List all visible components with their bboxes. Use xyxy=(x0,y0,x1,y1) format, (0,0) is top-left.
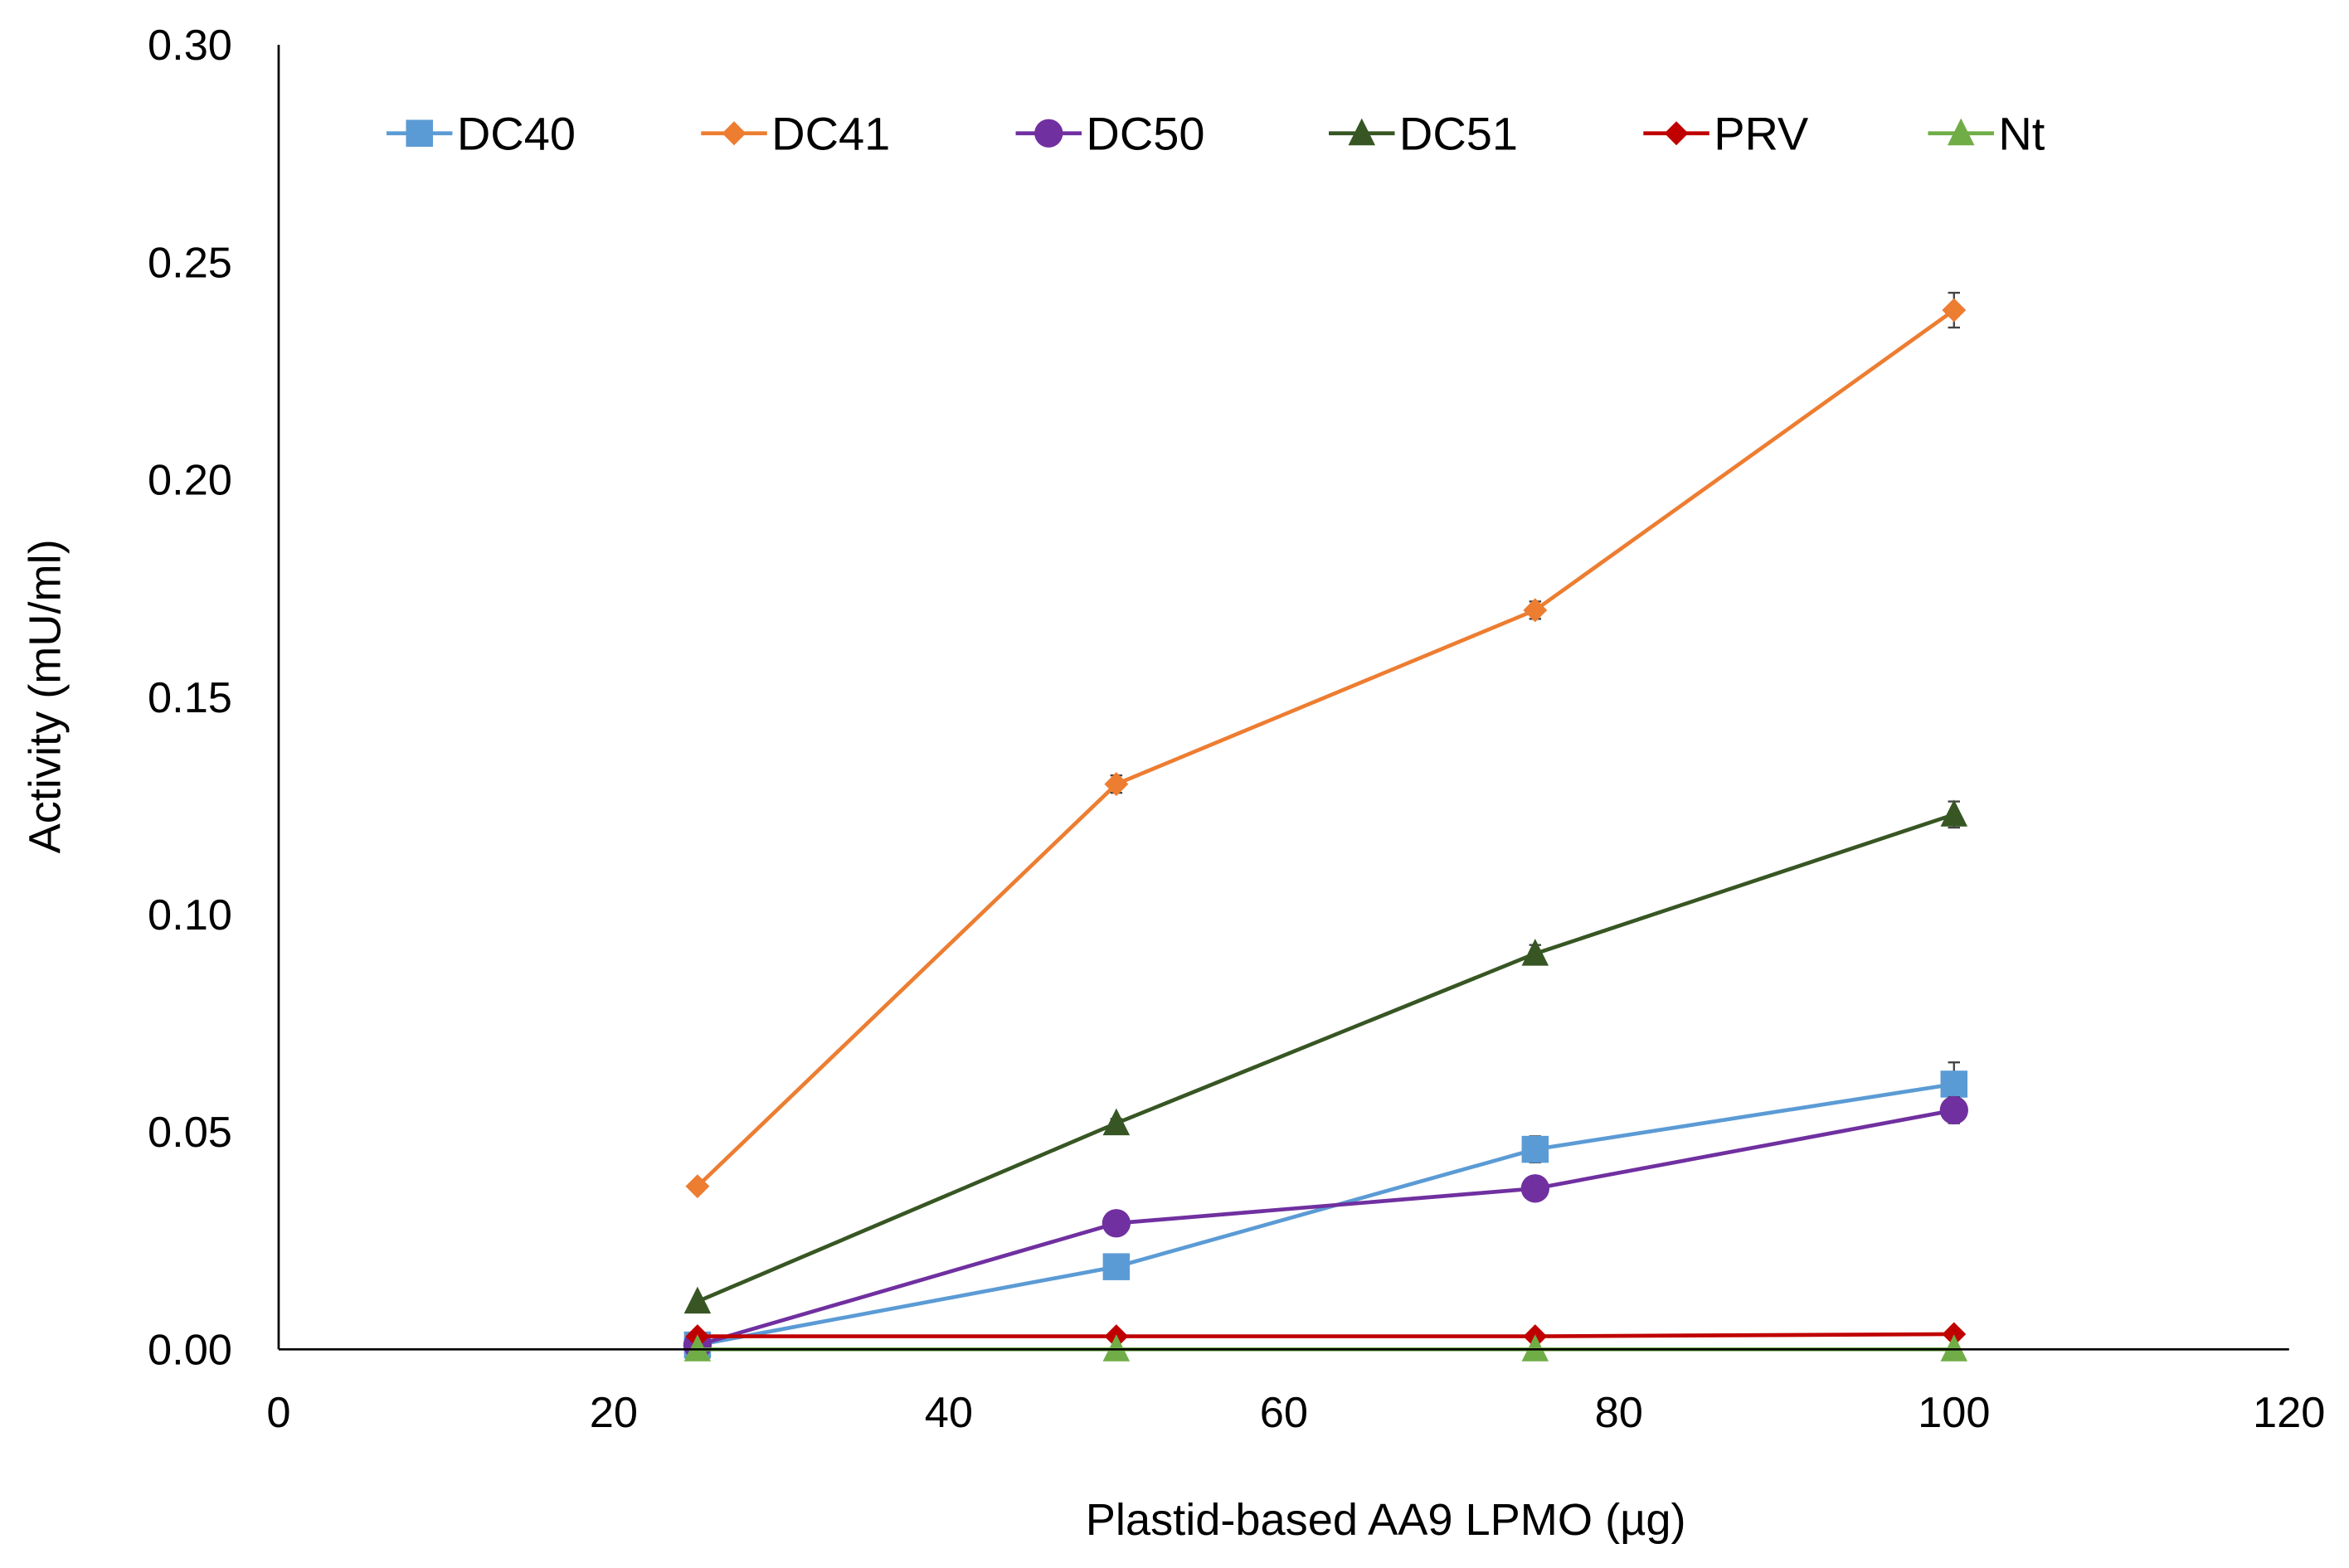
series-prv xyxy=(685,1322,1967,1349)
series-layer xyxy=(683,291,1968,1362)
legend-label: DC40 xyxy=(457,108,576,160)
data-point xyxy=(1940,799,1968,827)
legend-item-dc41: DC41 xyxy=(701,108,890,160)
y-tick-label: 0.25 xyxy=(148,239,232,287)
series-line xyxy=(697,1082,1955,1347)
data-point xyxy=(1521,939,1549,966)
y-tick-label: 0.05 xyxy=(148,1109,232,1157)
y-tick-label: 0.15 xyxy=(148,674,232,722)
y-axis-label: Activity (mU/ml) xyxy=(20,539,70,853)
data-point xyxy=(683,1286,712,1314)
data-point xyxy=(1940,1334,1968,1362)
y-tick-label: 0.30 xyxy=(148,22,232,70)
series-line xyxy=(696,813,1955,1303)
data-point xyxy=(1521,1334,1549,1362)
legend-marker xyxy=(1348,118,1376,146)
legend-label: DC50 xyxy=(1086,108,1204,160)
legend-item-prv: PRV xyxy=(1643,108,1809,160)
legend-marker xyxy=(1664,121,1689,146)
x-tick-label: 60 xyxy=(1260,1389,1308,1437)
data-point xyxy=(1102,1253,1131,1280)
data-point xyxy=(1104,772,1129,797)
x-tick-label: 80 xyxy=(1595,1389,1643,1437)
legend-label: PRV xyxy=(1714,108,1809,160)
series-line xyxy=(697,1108,1955,1347)
data-point xyxy=(1520,1174,1549,1203)
data-point xyxy=(1102,1334,1131,1362)
legend: DC40 DC41 DC50 DC51 PRV Nt xyxy=(386,108,2045,160)
y-tick-labels: 0.00 0.05 0.10 0.15 0.20 0.25 0.30 xyxy=(148,22,232,1374)
y-tick-label: 0.00 xyxy=(148,1326,232,1374)
data-point xyxy=(683,1334,712,1362)
legend-marker xyxy=(1034,119,1063,148)
y-tick-label: 0.10 xyxy=(148,891,232,939)
legend-item-dc51: DC51 xyxy=(1329,108,1518,160)
series-dc51 xyxy=(683,799,1968,1314)
legend-marker xyxy=(406,119,433,147)
x-tick-label: 0 xyxy=(266,1389,290,1437)
data-point xyxy=(1102,1108,1131,1136)
legend-label: DC51 xyxy=(1399,108,1518,160)
data-point xyxy=(1102,1209,1131,1238)
data-point xyxy=(685,1174,710,1199)
series-line xyxy=(697,1332,1954,1338)
x-tick-label: 40 xyxy=(925,1389,973,1437)
series-nt xyxy=(683,1334,1968,1362)
series-dc40 xyxy=(683,1061,1968,1359)
x-axis-label: Plastid-based AA9 LPMO (µg) xyxy=(1086,1495,1686,1545)
legend-marker xyxy=(1947,118,1975,146)
legend-item-dc40: DC40 xyxy=(386,108,576,160)
series-line xyxy=(696,308,1956,1188)
data-point xyxy=(1521,1135,1549,1163)
x-tick-labels: 0 20 40 60 80 100 120 xyxy=(266,1389,2325,1437)
legend-item-nt: Nt xyxy=(1928,108,2045,160)
data-point xyxy=(1939,1095,1968,1125)
x-tick-label: 100 xyxy=(1918,1389,1990,1437)
legend-label: DC41 xyxy=(771,108,890,160)
x-tick-label: 120 xyxy=(2253,1389,2325,1437)
legend-label: Nt xyxy=(1998,108,2045,160)
x-tick-label: 20 xyxy=(590,1389,638,1437)
data-point xyxy=(1940,1070,1968,1098)
series-dc41 xyxy=(685,291,1967,1199)
legend-item-dc50: DC50 xyxy=(1015,108,1205,160)
y-tick-label: 0.20 xyxy=(148,457,232,505)
legend-marker xyxy=(722,121,747,146)
